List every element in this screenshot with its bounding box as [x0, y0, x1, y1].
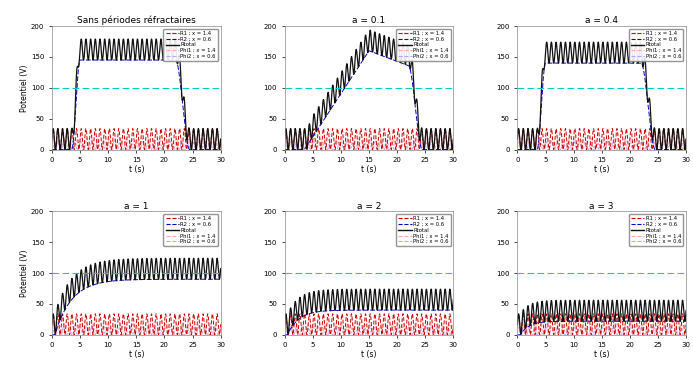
Legend: R1 ; x = 1.4, R2 ; x = 0.6, Rtotal, Phi1 ; x = 1.4, Phi2 ; x = 0.6: R1 ; x = 1.4, R2 ; x = 0.6, Rtotal, Phi1… — [396, 214, 450, 246]
Title: a = 2: a = 2 — [357, 202, 381, 211]
X-axis label: t (s): t (s) — [128, 350, 144, 359]
Y-axis label: Potentiel (V): Potentiel (V) — [21, 64, 29, 112]
Legend: R1 ; x = 1.4, R2 ; x = 0.6, Rtotal, Phi1 ; x = 1.4, Phi2 ; x = 0.6: R1 ; x = 1.4, R2 ; x = 0.6, Rtotal, Phi1… — [396, 29, 450, 61]
Title: a = 0.1: a = 0.1 — [353, 16, 385, 25]
X-axis label: t (s): t (s) — [128, 164, 144, 174]
Title: a = 0.4: a = 0.4 — [586, 16, 618, 25]
X-axis label: t (s): t (s) — [594, 164, 610, 174]
Title: Sans périodes réfractaires: Sans périodes réfractaires — [77, 16, 195, 25]
X-axis label: t (s): t (s) — [361, 164, 377, 174]
Legend: R1 ; x = 1.4, R2 ; x = 0.6, Rtotal, Phi1 ; x = 1.4, Phi2 ; x = 0.6: R1 ; x = 1.4, R2 ; x = 0.6, Rtotal, Phi1… — [629, 29, 683, 61]
X-axis label: t (s): t (s) — [361, 350, 377, 359]
Title: a = 1: a = 1 — [124, 202, 148, 211]
Legend: R1 ; x = 1.4, R2 ; x = 0.6, Rtotal, Phi1 ; x = 1.4, Phi2 ; x = 0.6: R1 ; x = 1.4, R2 ; x = 0.6, Rtotal, Phi1… — [164, 214, 218, 246]
Y-axis label: Potentiel (V): Potentiel (V) — [21, 249, 29, 297]
Legend: R1 ; x = 1.4, R2 ; x = 0.6, Rtotal, Phi1 ; x = 1.4, Phi2 ; x = 0.6: R1 ; x = 1.4, R2 ; x = 0.6, Rtotal, Phi1… — [164, 29, 218, 61]
X-axis label: t (s): t (s) — [594, 350, 610, 359]
Legend: R1 ; x = 1.4, R2 ; x = 0.6, Rtotal, Phi1 ; x = 1.4, Phi2 ; x = 0.6: R1 ; x = 1.4, R2 ; x = 0.6, Rtotal, Phi1… — [629, 214, 683, 246]
Title: a = 3: a = 3 — [590, 202, 614, 211]
